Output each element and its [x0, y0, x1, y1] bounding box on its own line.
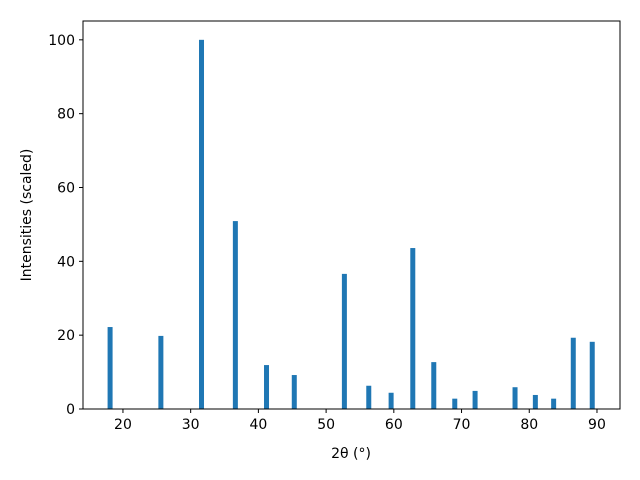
x-axis-label: 2θ (°) — [331, 446, 371, 462]
bar — [107, 327, 113, 409]
bar — [232, 221, 238, 409]
bar — [341, 273, 347, 409]
y-tick-label: 80 — [57, 107, 75, 123]
x-tick-label: 50 — [317, 417, 335, 433]
bar — [158, 335, 164, 409]
bar — [199, 39, 205, 409]
x-tick-label: 70 — [453, 417, 471, 433]
y-tick-label: 20 — [57, 328, 75, 344]
bar — [551, 398, 557, 409]
x-tick-label: 20 — [114, 417, 132, 433]
plot-frame — [82, 20, 621, 410]
bar — [452, 398, 458, 409]
bar — [472, 390, 478, 409]
bar — [366, 385, 372, 409]
bar — [431, 362, 437, 409]
x-tick-label: 80 — [520, 417, 538, 433]
bar — [532, 394, 538, 409]
y-axis-label: Intensities (scaled) — [19, 149, 35, 282]
y-tick-label: 100 — [48, 33, 75, 49]
bar — [570, 337, 576, 409]
x-tick-label: 30 — [182, 417, 200, 433]
x-tick-label: 60 — [385, 417, 403, 433]
y-tick-label: 0 — [66, 402, 75, 418]
bar — [264, 365, 270, 409]
y-tick-label: 60 — [57, 180, 75, 196]
x-tick-label: 40 — [249, 417, 267, 433]
bar — [291, 375, 297, 409]
y-tick-label: 40 — [57, 254, 75, 270]
bar — [410, 248, 416, 409]
bar — [512, 387, 518, 409]
bar — [388, 392, 394, 409]
bar — [589, 341, 595, 409]
x-tick-label: 90 — [588, 417, 606, 433]
